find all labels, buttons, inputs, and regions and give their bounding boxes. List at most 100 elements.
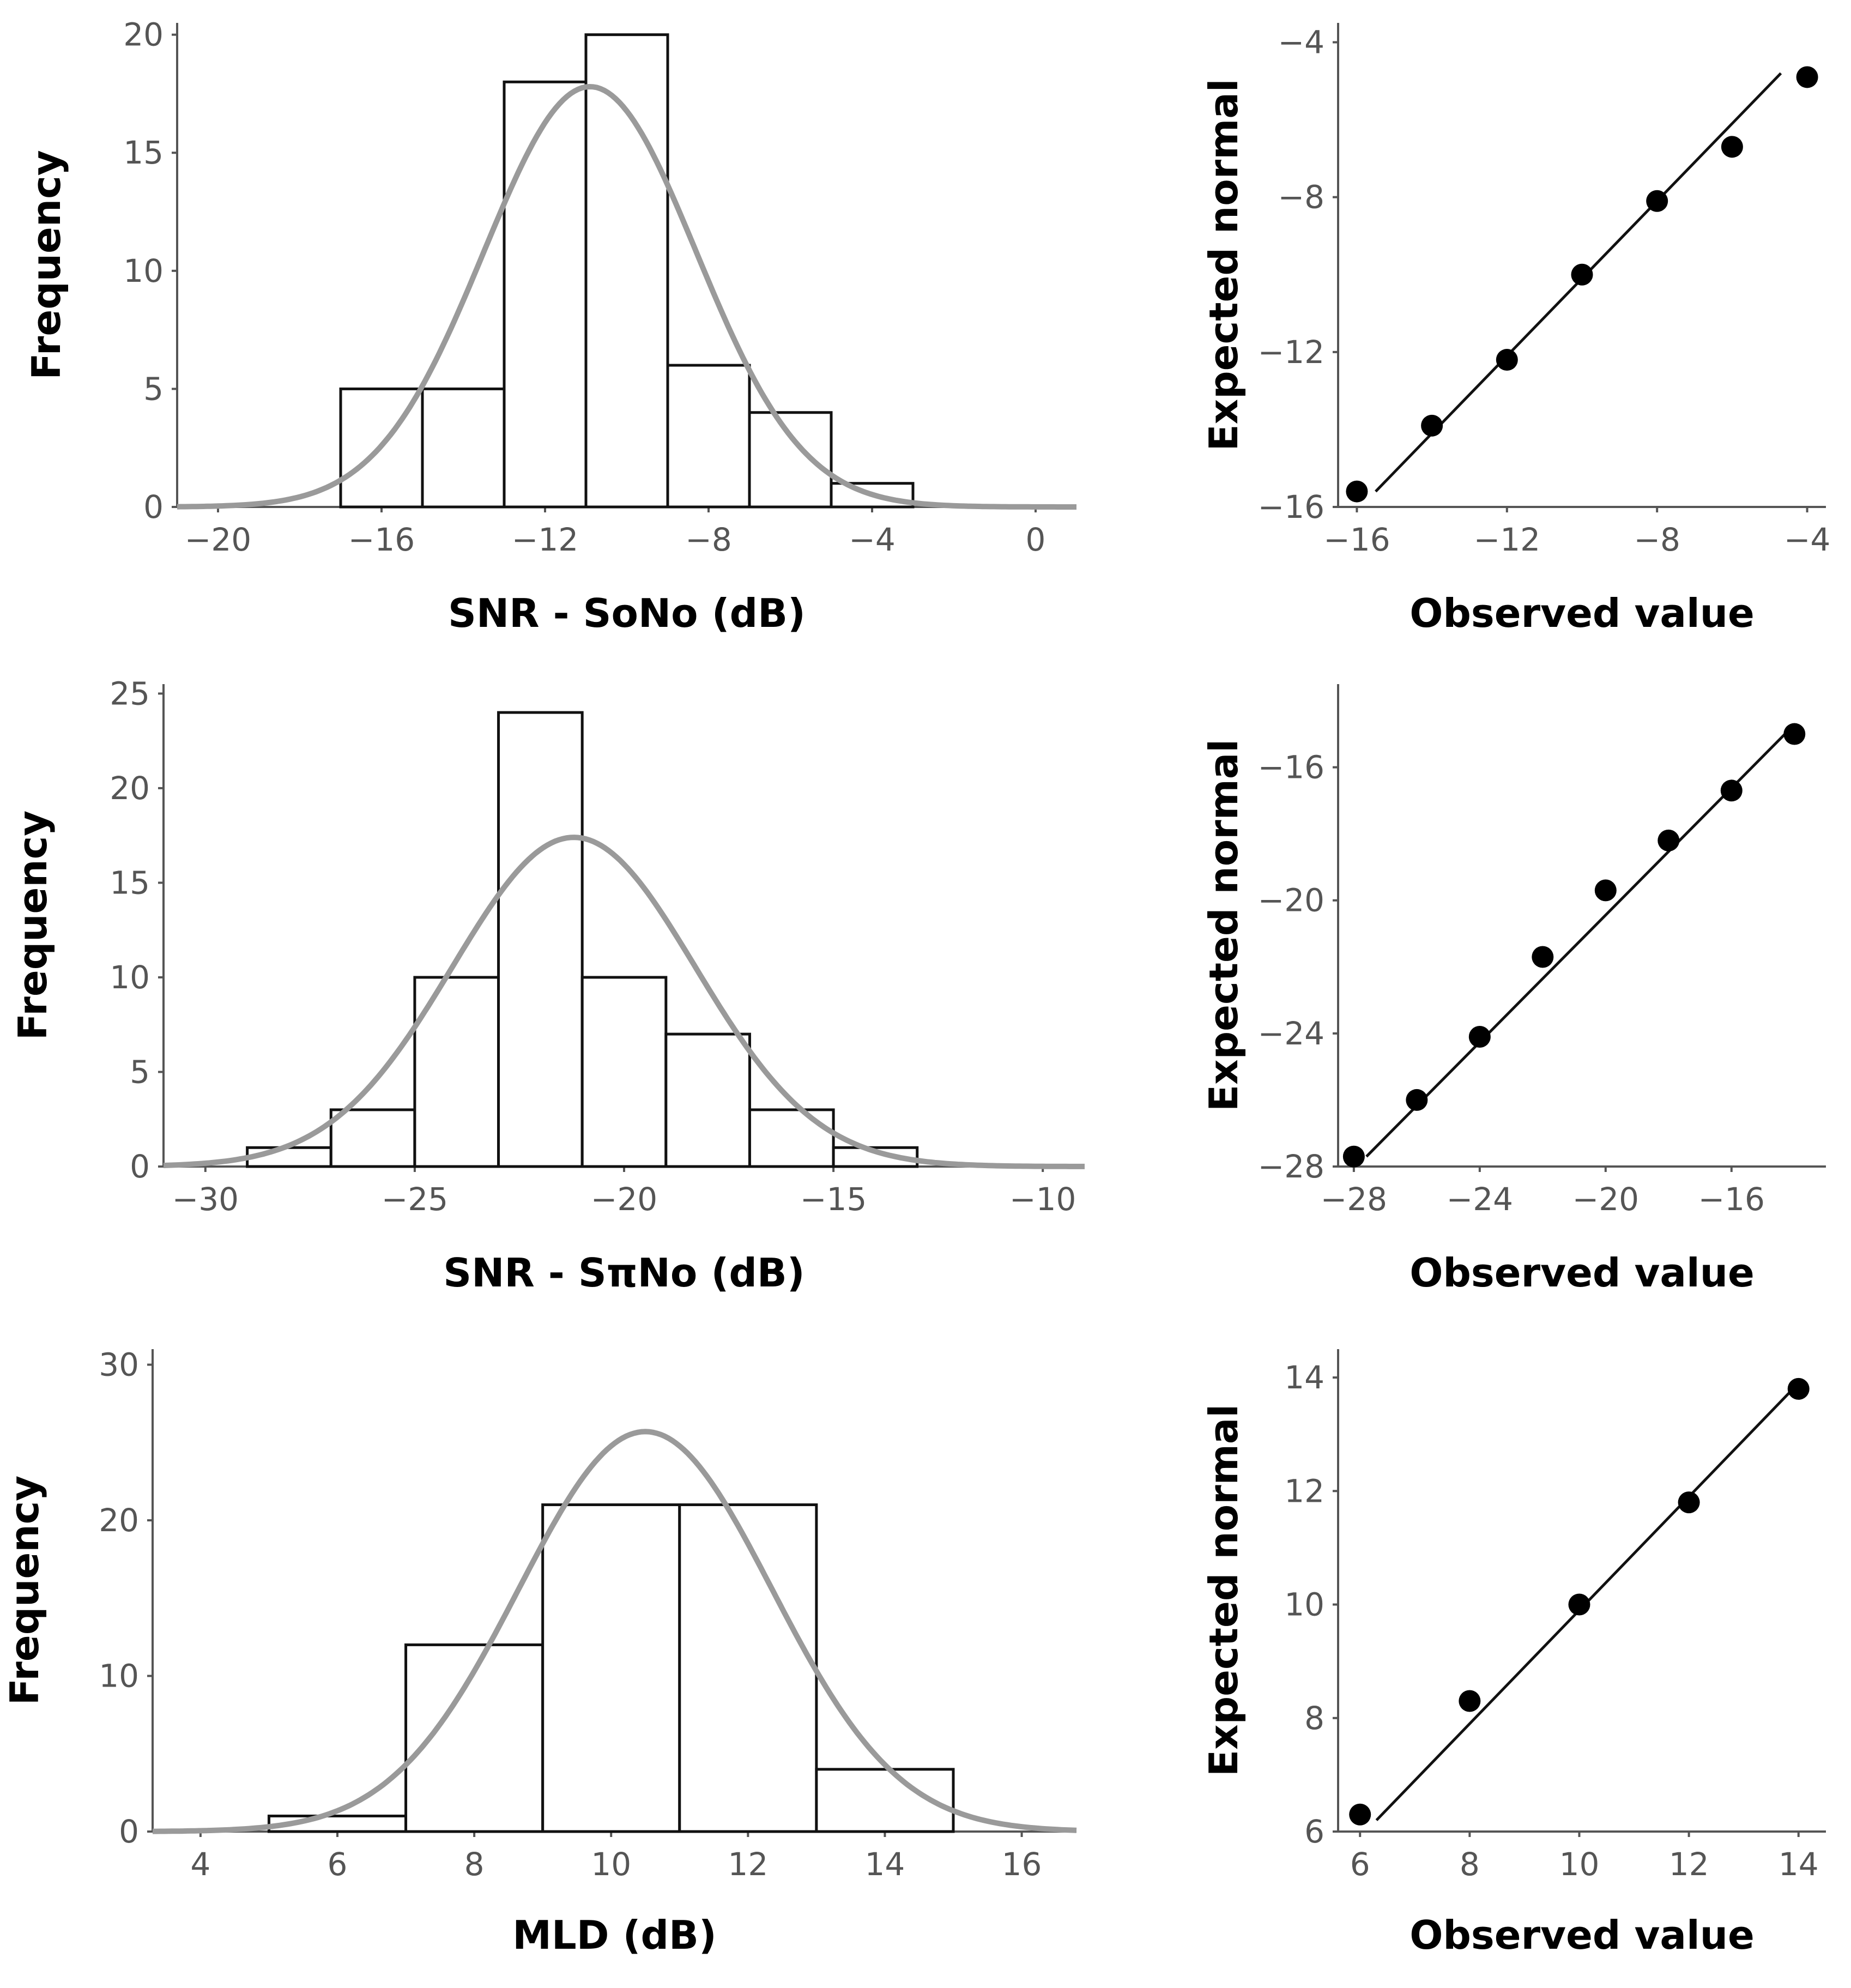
qq-point <box>1658 829 1680 851</box>
histogram-bar <box>666 364 751 509</box>
x-tick-label: 6 <box>1350 1846 1370 1883</box>
histogram-bar <box>748 411 833 509</box>
histogram-bar <box>580 976 668 1168</box>
y-tick-label: 6 <box>1304 1813 1324 1850</box>
y-axis-title: Frequency <box>10 811 56 1040</box>
x-tick-label: −4 <box>849 521 896 558</box>
x-axis-title: Observed value <box>1410 1912 1755 1958</box>
normal-curve <box>153 1429 1077 1834</box>
y-tick-label: −12 <box>1258 334 1324 371</box>
panel-qq-spino: −28 −24 −20 −16 −28 −24 −20 −16 Observed value Ex… <box>1201 684 1826 1296</box>
qq-point <box>1594 879 1617 902</box>
panel-qq-sono: −16 −12 −8 −4 −16 −12 −8 −4 Observed value Expect… <box>1201 23 1830 636</box>
x-tick-label: 4 <box>190 1846 210 1883</box>
x-tick-label: 0 <box>1026 521 1046 558</box>
qq-point <box>1646 190 1668 212</box>
x-tick-label: −12 <box>512 521 578 558</box>
x-tick-label: 10 <box>591 1846 631 1883</box>
x-tick-label: −10 <box>1009 1181 1076 1218</box>
x-tick-label: 14 <box>865 1846 905 1883</box>
panel-histogram-mld: 4 6 8 10 12 14 16 0 10 20 30 MLD (dB) Frequency <box>2 1346 1077 1958</box>
x-tick-label: −16 <box>1323 521 1390 558</box>
normal-curve <box>163 835 1085 1169</box>
x-tick-label: −20 <box>185 521 251 558</box>
x-tick-label: −8 <box>685 521 732 558</box>
reference-line <box>1365 733 1786 1158</box>
qq-point <box>1720 780 1743 802</box>
x-tick-label: 12 <box>1669 1846 1709 1883</box>
y-tick-label: 10 <box>110 959 150 996</box>
qq-point <box>1721 136 1743 158</box>
y-tick-label: 20 <box>110 770 150 807</box>
y-tick-label: 15 <box>123 134 164 171</box>
x-tick-label: −30 <box>172 1181 239 1218</box>
y-tick-label: −28 <box>1258 1148 1324 1185</box>
y-tick-label: 30 <box>99 1346 139 1383</box>
x-axis-title: SNR - SπNo (dB) <box>443 1250 804 1296</box>
y-tick-label: −8 <box>1278 179 1325 216</box>
y-tick-label: 5 <box>143 370 164 407</box>
x-tick-label: −12 <box>1474 521 1540 558</box>
y-tick-label: 0 <box>143 488 164 525</box>
histogram-bar <box>678 1503 818 1833</box>
x-tick-label: −4 <box>1784 521 1831 558</box>
y-axis-title: Expected normal <box>1201 78 1247 451</box>
x-tick-label: 14 <box>1779 1846 1819 1883</box>
qq-point <box>1406 1089 1428 1111</box>
y-tick-label: −16 <box>1258 749 1324 786</box>
qq-point <box>1787 1377 1810 1400</box>
histogram-bar <box>541 1503 681 1833</box>
qq-point <box>1678 1491 1700 1514</box>
normal-curve <box>177 83 1076 510</box>
y-tick-label: 12 <box>1284 1472 1324 1509</box>
panel-histogram-spino: −30 −25 −20 −15 −10 0 5 10 15 20 25 SNR - SπNo (dB)… <box>10 675 1085 1296</box>
x-axis-title: SNR - SoNo (dB) <box>448 590 806 636</box>
x-tick-label: −8 <box>1634 521 1680 558</box>
qq-point <box>1349 1803 1371 1826</box>
histogram-bar <box>664 1032 751 1168</box>
histogram-bar <box>497 711 584 1168</box>
y-tick-label: 0 <box>119 1813 139 1850</box>
x-tick-label: −15 <box>800 1181 867 1218</box>
x-tick-label: 10 <box>1559 1846 1600 1883</box>
y-tick-label: 10 <box>1284 1586 1324 1623</box>
histogram-bar <box>421 387 506 509</box>
y-axis-title: Frequency <box>2 1476 47 1705</box>
x-tick-label: 12 <box>728 1846 768 1883</box>
y-tick-label: −4 <box>1278 24 1325 61</box>
histogram-bar <box>584 33 669 509</box>
qq-point <box>1571 263 1593 286</box>
y-tick-label: 10 <box>99 1658 139 1695</box>
x-tick-label: 8 <box>464 1846 485 1883</box>
y-axis-title: Frequency <box>23 150 69 379</box>
x-tick-label: 6 <box>328 1846 348 1883</box>
histogram-bar <box>748 1108 835 1168</box>
y-tick-label: 15 <box>110 864 150 901</box>
panel-histogram-sono: −20 −16 −12 −8 −4 0 0 5 10 15 20 SNR - SoNo (dB) Fre… <box>23 16 1076 636</box>
y-tick-label: −24 <box>1258 1015 1324 1052</box>
y-axis-title: Expected normal <box>1201 739 1247 1111</box>
y-tick-label: 20 <box>99 1502 139 1539</box>
y-tick-label: 5 <box>130 1053 150 1090</box>
qq-point <box>1796 66 1818 88</box>
qq-point <box>1496 349 1518 371</box>
x-tick-label: −28 <box>1321 1181 1387 1218</box>
qq-point <box>1421 414 1443 437</box>
qq-point <box>1342 1145 1365 1168</box>
histogram-bar <box>503 80 588 509</box>
x-tick-label: −16 <box>1698 1181 1765 1218</box>
x-axis-title: Observed value <box>1410 590 1755 636</box>
x-tick-label: −20 <box>591 1181 657 1218</box>
x-tick-label: 16 <box>1002 1846 1042 1883</box>
y-tick-label: 14 <box>1284 1359 1324 1396</box>
y-tick-label: 10 <box>123 252 164 289</box>
y-tick-label: 8 <box>1304 1700 1324 1737</box>
x-axis-title: MLD (dB) <box>512 1912 717 1958</box>
qq-point <box>1783 723 1806 745</box>
y-tick-label: 25 <box>110 675 150 712</box>
y-tick-label: 20 <box>123 16 164 53</box>
x-tick-label: −25 <box>382 1181 448 1218</box>
qq-point <box>1459 1690 1481 1712</box>
y-tick-label: −20 <box>1258 882 1324 919</box>
